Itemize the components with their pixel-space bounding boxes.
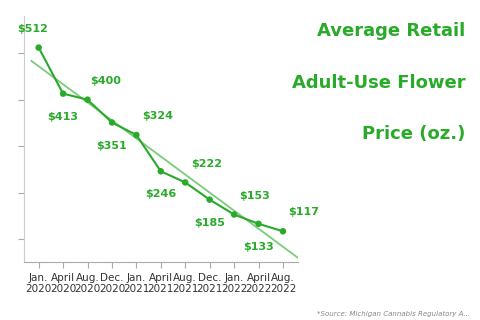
Point bbox=[181, 180, 189, 185]
Point bbox=[206, 197, 214, 202]
Text: $512: $512 bbox=[18, 24, 48, 34]
Point bbox=[157, 169, 165, 174]
Text: $153: $153 bbox=[240, 191, 270, 201]
Point bbox=[59, 91, 67, 96]
Text: $133: $133 bbox=[243, 242, 274, 252]
Text: $222: $222 bbox=[191, 158, 222, 169]
Point bbox=[132, 132, 140, 138]
Text: Adult-Use Flower: Adult-Use Flower bbox=[292, 74, 466, 92]
Text: $324: $324 bbox=[142, 111, 173, 121]
Point bbox=[35, 45, 43, 50]
Text: Price (oz.): Price (oz.) bbox=[362, 125, 466, 143]
Point bbox=[279, 229, 287, 234]
Text: $413: $413 bbox=[48, 112, 79, 122]
Text: $185: $185 bbox=[194, 218, 225, 228]
Point bbox=[255, 221, 263, 226]
Text: $117: $117 bbox=[288, 207, 320, 217]
Text: $246: $246 bbox=[145, 189, 177, 199]
Text: Average Retail: Average Retail bbox=[317, 22, 466, 40]
Text: *Source: Michigan Cannabis Regulatory A...: *Source: Michigan Cannabis Regulatory A.… bbox=[317, 311, 470, 317]
Point bbox=[84, 97, 91, 102]
Point bbox=[108, 120, 116, 125]
Text: $351: $351 bbox=[96, 140, 127, 150]
Point bbox=[230, 212, 238, 217]
Text: $400: $400 bbox=[90, 76, 121, 86]
